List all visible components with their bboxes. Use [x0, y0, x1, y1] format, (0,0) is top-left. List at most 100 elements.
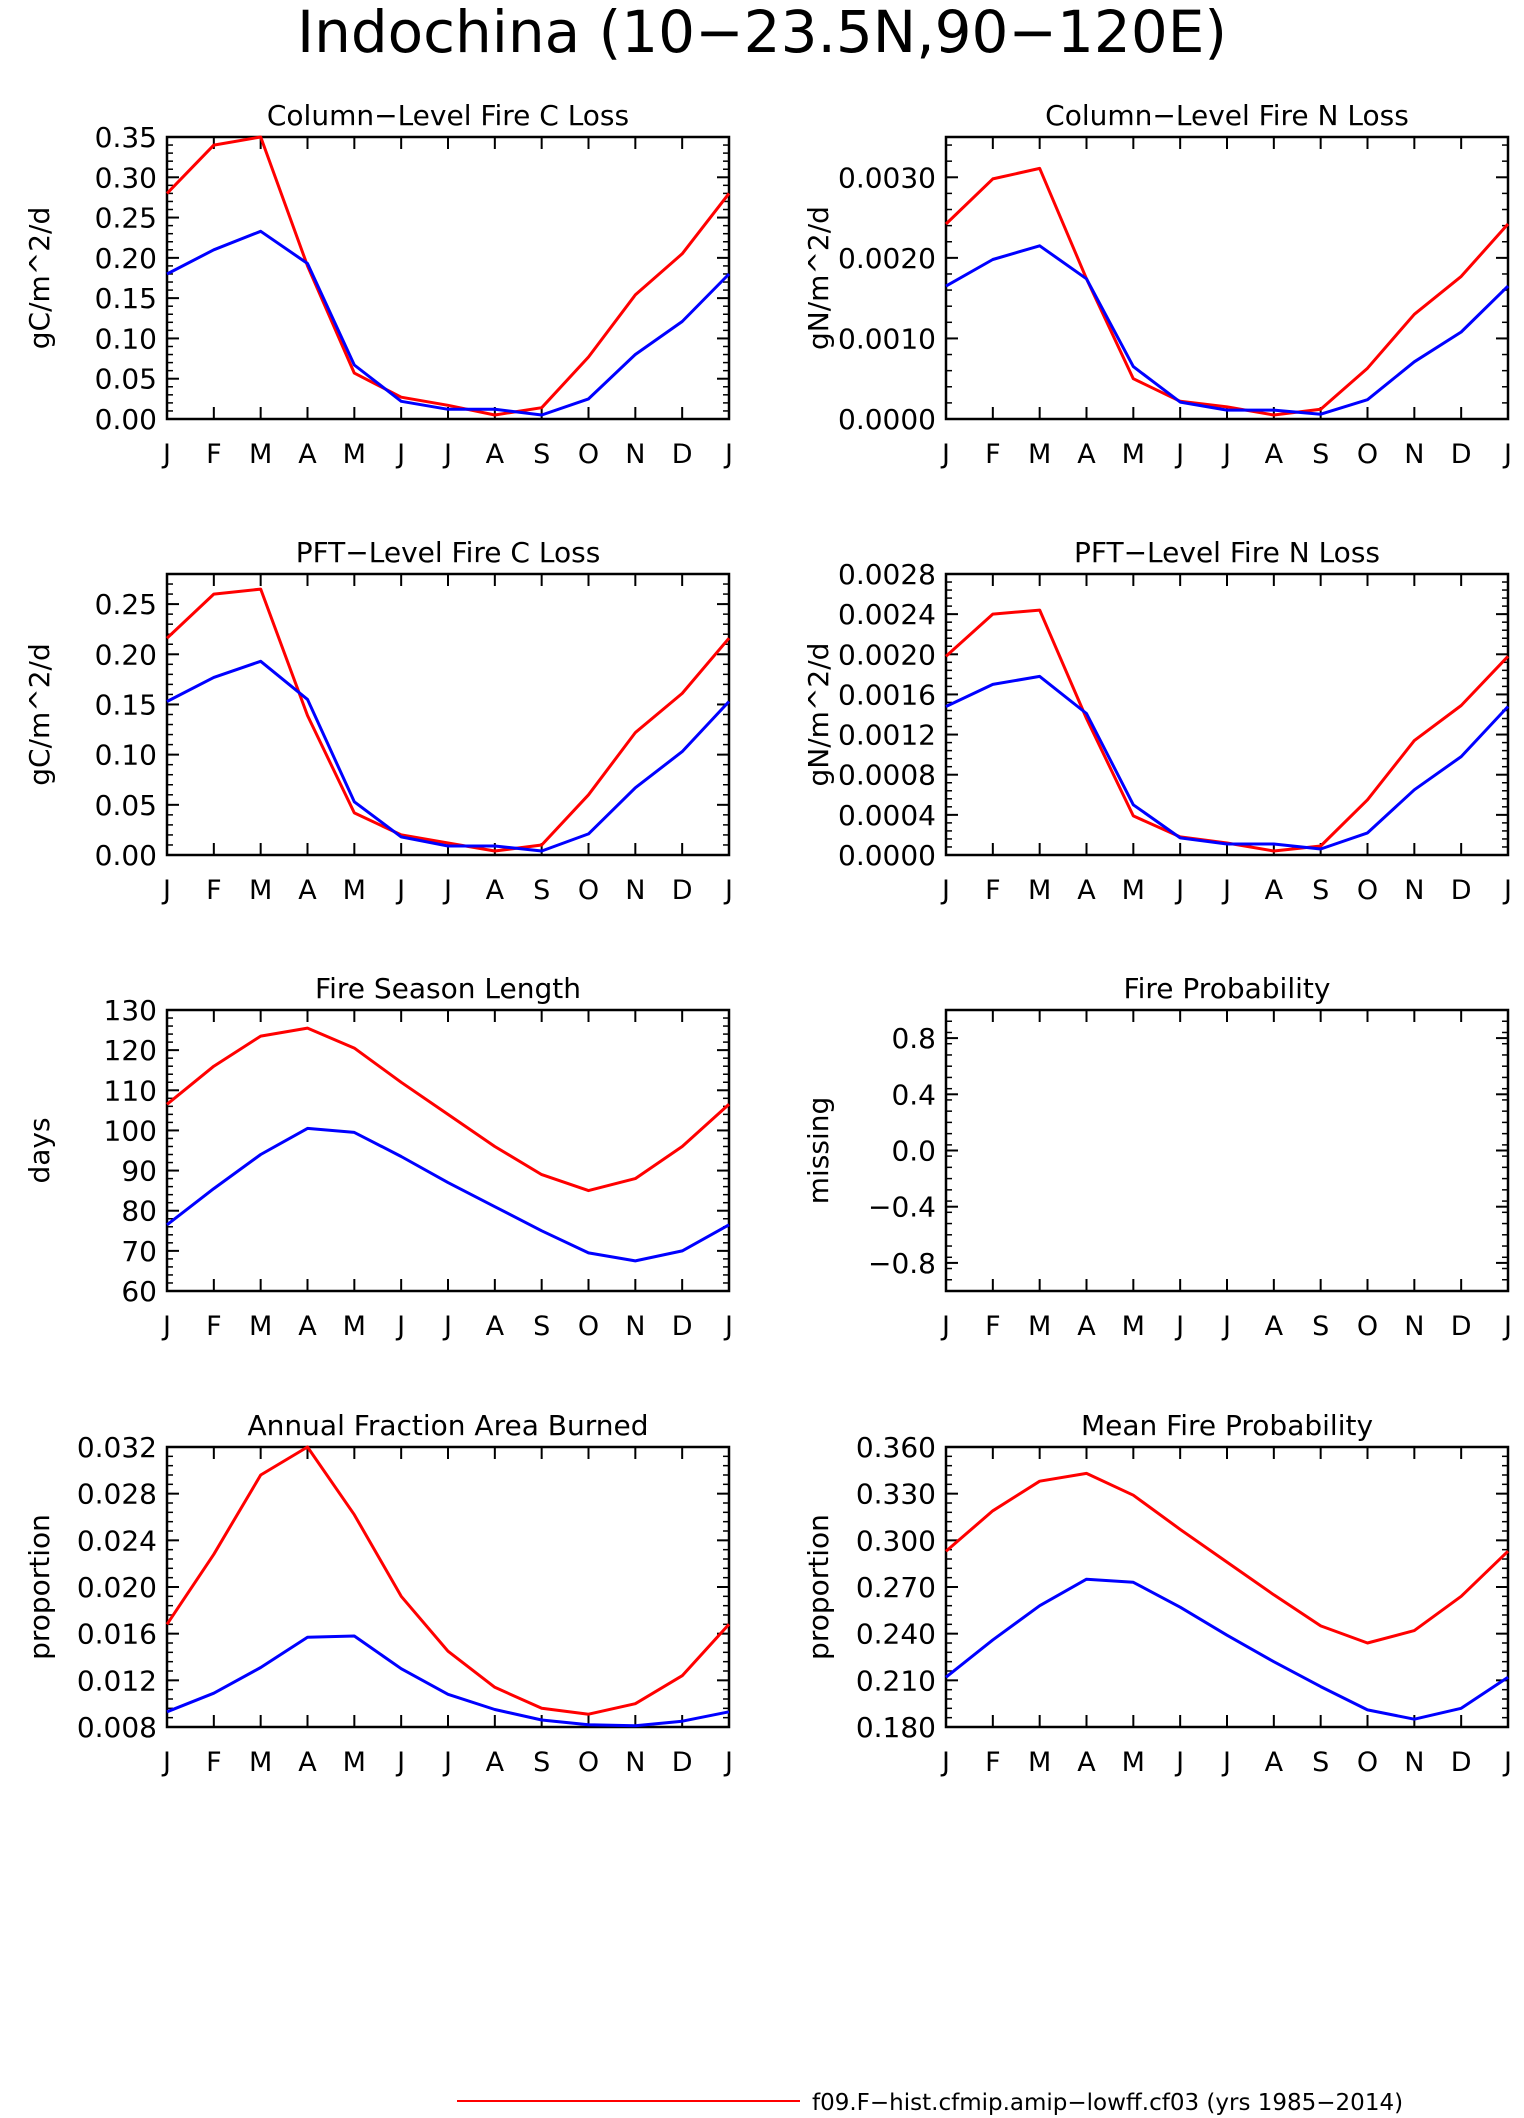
x-tick-label: J	[723, 875, 733, 906]
x-tick-label: J	[723, 1311, 733, 1342]
chart-col-n: J F M A M J J A S O N D J0.00000.00100.00200.0030Col…	[802, 99, 1512, 470]
y-tick-label: 0.270	[856, 1571, 936, 1604]
x-tick-label: S	[533, 1747, 550, 1778]
x-tick-label: F	[206, 439, 222, 470]
x-tick-label: S	[1312, 1311, 1329, 1342]
x-tick-label: O	[578, 875, 599, 906]
y-tick-label: 0.020	[77, 1571, 157, 1604]
x-tick-label: F	[985, 1311, 1001, 1342]
x-tick-label: J	[442, 875, 452, 906]
y-axis-label: gC/m^2/d	[23, 207, 56, 350]
x-tick-label: J	[1502, 1311, 1512, 1342]
y-tick-label: 0.210	[856, 1664, 936, 1697]
x-tick-label: A	[1077, 1311, 1096, 1342]
x-tick-label: J	[442, 439, 452, 470]
x-tick-label: A	[486, 875, 505, 906]
series-line-red	[165, 587, 731, 853]
plot-frame	[944, 572, 1510, 857]
y-tick-label: 0.0028	[838, 558, 936, 591]
y-axis-label: missing	[802, 1097, 835, 1205]
y-tick-label: 110	[104, 1074, 157, 1107]
x-tick-label: A	[1077, 1747, 1096, 1778]
y-tick-label: 0.012	[77, 1664, 157, 1697]
x-tick-label: A	[298, 439, 317, 470]
x-tick-label: M	[1122, 1311, 1145, 1342]
y-tick-label: 0.008	[77, 1711, 157, 1744]
x-tick-label: M	[343, 1311, 366, 1342]
y-tick-label: 0.05	[95, 363, 157, 396]
chart-area: J F M A M J J A S O N D J0.0080.0120.0160.0200.0240.…	[23, 1409, 733, 1778]
chart-title: PFT−Level Fire N Loss	[1074, 536, 1380, 569]
x-tick-label: A	[486, 439, 505, 470]
x-tick-label: A	[1265, 439, 1284, 470]
x-tick-label: M	[1122, 1747, 1145, 1778]
plot-frame	[165, 1008, 731, 1293]
x-tick-label: M	[343, 1747, 366, 1778]
plot-frame	[944, 1445, 1510, 1729]
x-tick-label: D	[1451, 875, 1472, 906]
x-tick-label: F	[206, 1311, 222, 1342]
x-tick-label: M	[249, 875, 272, 906]
x-tick-label: A	[1265, 1311, 1284, 1342]
x-tick-label: A	[486, 1311, 505, 1342]
x-tick-label: N	[625, 1311, 645, 1342]
x-tick-label: A	[298, 875, 317, 906]
chart-title: Column−Level Fire N Loss	[1045, 99, 1409, 132]
series-line-red	[944, 608, 1510, 853]
y-tick-label: 120	[104, 1034, 157, 1067]
x-tick-label: O	[1357, 439, 1378, 470]
x-tick-label: J	[723, 1747, 733, 1778]
series-line-blue	[166, 1634, 730, 1728]
x-tick-label: D	[1451, 439, 1472, 470]
x-tick-label: J	[940, 1747, 950, 1778]
x-tick-label: J	[395, 1747, 405, 1778]
y-axis-label: gN/m^2/d	[802, 643, 835, 787]
y-tick-label: −0.8	[868, 1247, 936, 1280]
y-tick-label: 0.032	[77, 1431, 157, 1464]
page-title: Indochina (10−23.5N,90−120E)	[297, 0, 1227, 66]
y-tick-label: 0.0000	[838, 839, 936, 872]
y-axis-label: proportion	[802, 1514, 835, 1660]
x-tick-label: M	[249, 1747, 272, 1778]
x-tick-label: J	[1221, 439, 1231, 470]
x-tick-label: J	[1502, 875, 1512, 906]
x-tick-label: M	[249, 1311, 272, 1342]
x-tick-label: N	[625, 875, 645, 906]
plot-frame	[944, 1008, 1510, 1293]
x-tick-label: A	[1265, 1747, 1284, 1778]
x-tick-label: J	[395, 1311, 405, 1342]
x-tick-label: O	[1357, 875, 1378, 906]
x-tick-label: F	[206, 1747, 222, 1778]
y-tick-label: −0.4	[868, 1191, 936, 1224]
y-tick-label: 0.20	[95, 242, 157, 275]
series-line-red	[165, 135, 731, 417]
x-tick-label: F	[985, 875, 1001, 906]
x-tick-label: J	[442, 1311, 452, 1342]
y-tick-label: 0.0020	[838, 638, 936, 671]
x-tick-label: A	[1077, 439, 1096, 470]
chart-pft-n: J F M A M J J A S O N D J0.00000.00040.00080.00120.0…	[802, 536, 1512, 906]
y-tick-label: 0.10	[95, 739, 157, 772]
x-tick-label: N	[1404, 875, 1424, 906]
y-tick-label: 0.0000	[838, 403, 936, 436]
chart-pft-c: J F M A M J J A S O N D J0.000.050.100.150.200.25PFT…	[23, 536, 733, 906]
y-tick-label: 0.0024	[838, 598, 936, 631]
x-tick-label: J	[1174, 439, 1184, 470]
plot-frame	[165, 135, 731, 421]
chart-title: Column−Level Fire C Loss	[267, 99, 629, 132]
y-tick-label: 90	[121, 1155, 157, 1188]
x-tick-label: S	[1312, 1747, 1329, 1778]
chart-col-c: J F M A M J J A S O N D J0.000.050.100.150.200.250.3…	[23, 99, 733, 470]
y-tick-label: 70	[121, 1235, 157, 1268]
x-tick-label: O	[1357, 1747, 1378, 1778]
x-tick-label: J	[395, 875, 405, 906]
x-tick-label: F	[206, 875, 222, 906]
x-tick-label: J	[1502, 1747, 1512, 1778]
y-tick-label: 0.024	[77, 1524, 157, 1557]
x-tick-label: J	[940, 439, 950, 470]
x-tick-label: A	[486, 1747, 505, 1778]
x-tick-label: M	[1028, 439, 1051, 470]
x-tick-label: O	[578, 1747, 599, 1778]
x-tick-label: J	[940, 1311, 950, 1342]
